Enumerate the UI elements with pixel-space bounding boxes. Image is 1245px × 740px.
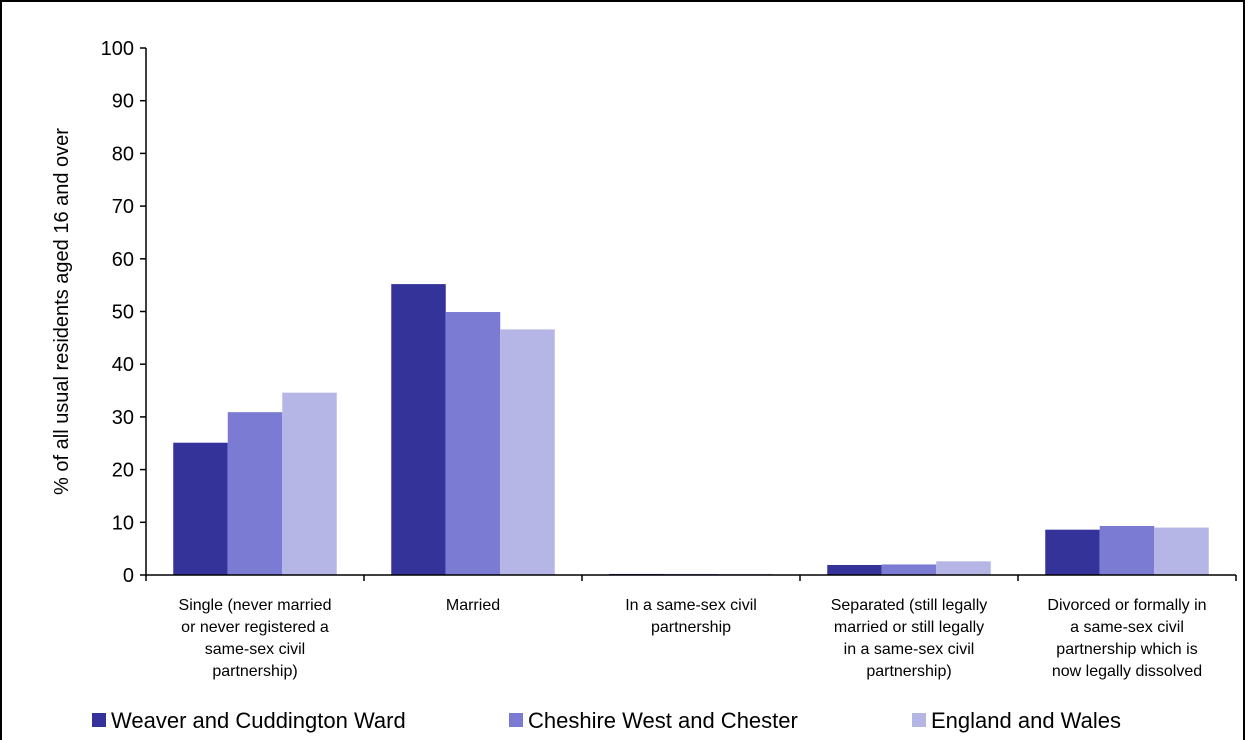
legend-swatch bbox=[509, 713, 523, 727]
bar bbox=[936, 561, 991, 575]
category-label: a same-sex civil bbox=[1070, 619, 1184, 636]
bar bbox=[881, 564, 937, 575]
category-label: married or still legally bbox=[834, 619, 984, 636]
category-label: same-sex civil bbox=[205, 641, 305, 658]
y-tick-label: 90 bbox=[112, 91, 134, 113]
category-label: partnership bbox=[651, 619, 731, 636]
y-tick-label: 30 bbox=[112, 407, 134, 429]
bar bbox=[827, 564, 882, 575]
bar bbox=[1099, 525, 1155, 575]
y-tick-label: 100 bbox=[101, 38, 134, 60]
y-tick-label: 10 bbox=[112, 512, 134, 534]
y-tick-label: 20 bbox=[112, 460, 134, 482]
y-tick-label: 0 bbox=[123, 565, 134, 587]
category-label: in a same-sex civil bbox=[844, 641, 975, 658]
bar bbox=[1154, 527, 1209, 575]
bars bbox=[173, 284, 1209, 575]
legend-label: Weaver and Cuddington Ward bbox=[111, 708, 406, 733]
axes bbox=[145, 48, 1237, 581]
category-label: now legally dissolved bbox=[1052, 663, 1202, 680]
legend-swatch bbox=[912, 713, 926, 727]
y-tick-label: 60 bbox=[112, 249, 134, 271]
legend: Weaver and Cuddington Ward Cheshire West … bbox=[92, 708, 1121, 733]
bar bbox=[391, 284, 446, 575]
y-tick-label: 40 bbox=[112, 354, 134, 376]
y-tick-label: 50 bbox=[112, 302, 134, 324]
bar bbox=[445, 312, 501, 575]
bar bbox=[173, 442, 228, 575]
bar bbox=[1045, 529, 1100, 575]
category-label: In a same-sex civil bbox=[625, 597, 757, 614]
category-labels: Single (never married or never registered… bbox=[179, 597, 1207, 680]
category-label: Divorced or formally in bbox=[1047, 597, 1206, 614]
bar bbox=[500, 329, 555, 575]
legend-label: Cheshire West and Chester bbox=[528, 708, 798, 733]
legend-label: England and Wales bbox=[931, 708, 1121, 733]
bar bbox=[282, 392, 337, 575]
bar bbox=[227, 412, 283, 575]
y-axis-ticks: 0 10 20 30 40 50 60 70 80 90 100 bbox=[101, 38, 146, 587]
category-label: Single (never married bbox=[179, 597, 332, 614]
y-tick-label: 70 bbox=[112, 196, 134, 218]
category-label: partnership) bbox=[212, 663, 297, 680]
category-label: partnership which is bbox=[1056, 641, 1197, 658]
category-label: or never registered a bbox=[181, 619, 329, 636]
y-axis-title: % of all usual residents aged 16 and ove… bbox=[51, 128, 73, 495]
category-label: partnership) bbox=[866, 663, 951, 680]
category-label: Separated (still legally bbox=[831, 597, 988, 614]
legend-swatch bbox=[92, 713, 106, 727]
y-tick-label: 80 bbox=[112, 143, 134, 165]
category-label: Married bbox=[446, 597, 500, 614]
